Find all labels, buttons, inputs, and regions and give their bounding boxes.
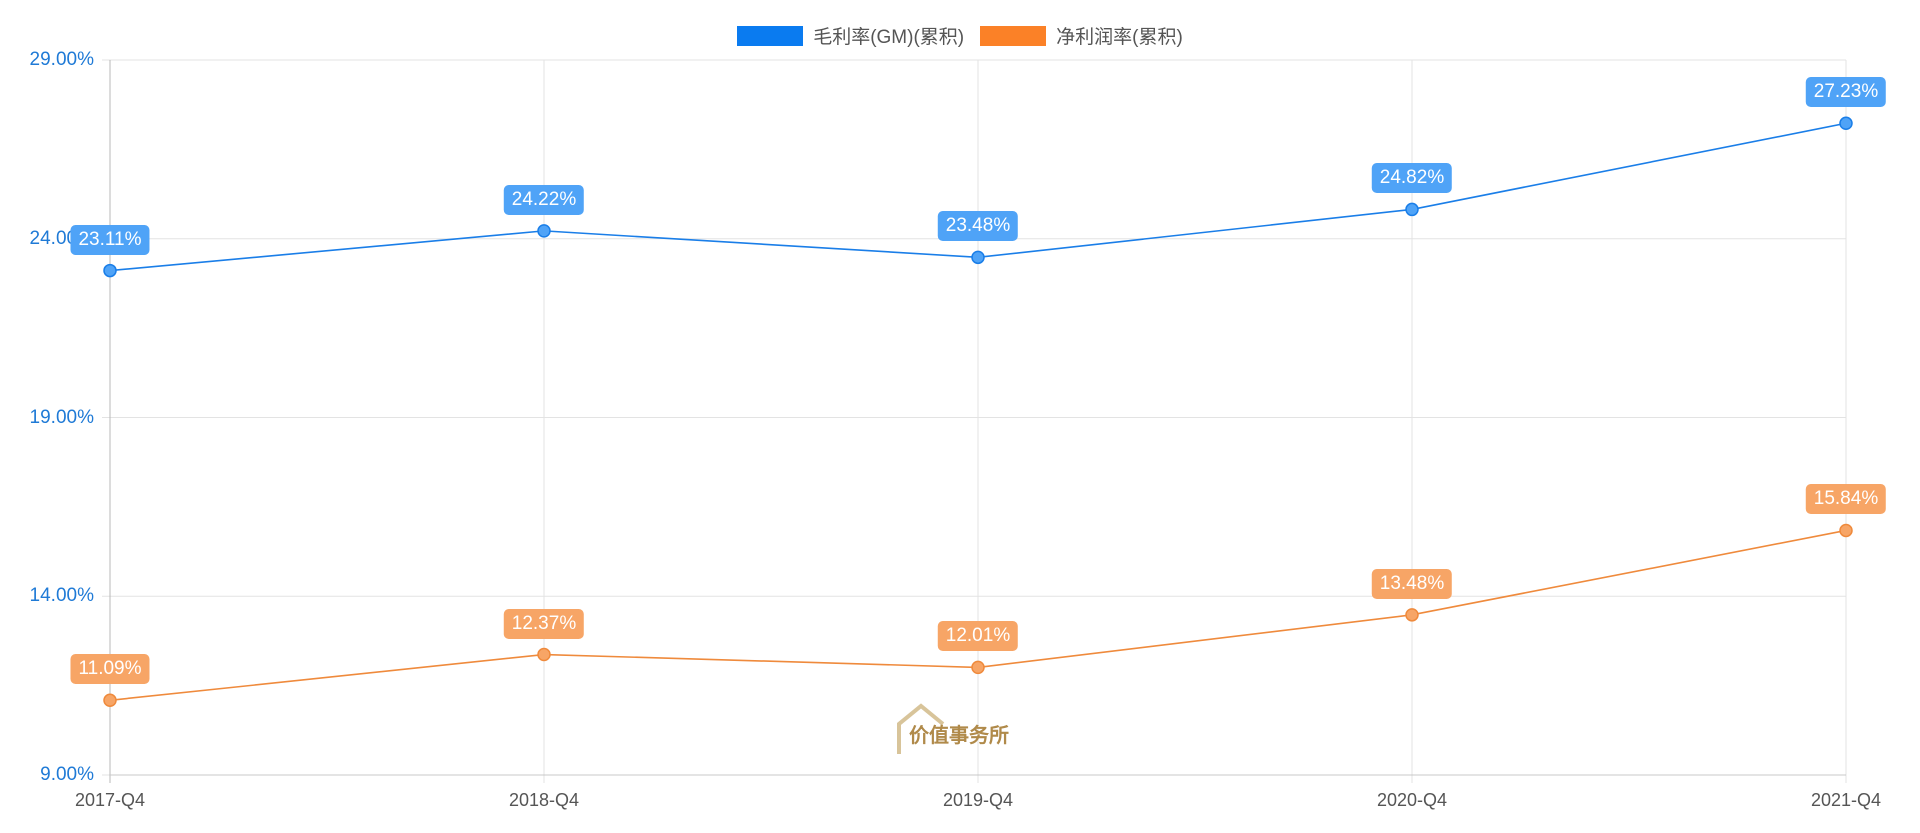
data-label: 27.23% xyxy=(1805,77,1887,108)
data-label: 23.11% xyxy=(70,224,150,255)
x-tick-label: 2020-Q4 xyxy=(1376,790,1448,810)
data-label: 11.09% xyxy=(70,654,150,685)
svg-text:价值事务所: 价值事务所 xyxy=(909,723,1009,747)
data-label: 12.37% xyxy=(503,608,585,639)
x-tick-label: 2019-Q4 xyxy=(942,790,1014,810)
y-tick-label: 19.00% xyxy=(29,406,94,428)
legend-label-gross-margin: 毛利率(GM)(累积) xyxy=(813,27,965,48)
chart-legend: 毛利率(GM)(累积) 净利润率(累积) xyxy=(0,22,1920,49)
data-point[interactable] xyxy=(1405,202,1419,217)
legend-item-net-margin[interactable]: 净利润率(累积) xyxy=(980,22,1183,49)
data-label: 13.48% xyxy=(1371,568,1453,599)
data-point[interactable] xyxy=(1839,523,1853,538)
data-point[interactable] xyxy=(971,660,985,675)
legend-label-net-margin: 净利润率(累积) xyxy=(1056,27,1183,48)
data-point[interactable] xyxy=(103,693,117,708)
data-label: 24.82% xyxy=(1371,163,1453,194)
y-tick-label: 9.00% xyxy=(40,764,94,785)
data-label: 24.22% xyxy=(503,184,585,215)
legend-swatch-net-margin xyxy=(980,25,1047,46)
data-point[interactable] xyxy=(537,224,551,238)
data-label: 12.01% xyxy=(937,621,1019,652)
legend-swatch-gross-margin xyxy=(737,25,804,46)
x-tick-label: 2021-Q4 xyxy=(1810,790,1882,810)
data-label: 23.48% xyxy=(937,211,1019,242)
watermark-logo: 价值事务所 xyxy=(895,702,1025,762)
data-point[interactable] xyxy=(1839,116,1853,131)
data-point[interactable] xyxy=(1405,608,1419,622)
data-point[interactable] xyxy=(537,647,551,662)
x-tick-label: 2018-Q4 xyxy=(508,790,580,810)
legend-item-gross-margin[interactable]: 毛利率(GM)(累积) xyxy=(737,22,964,49)
data-label: 15.84% xyxy=(1805,484,1887,515)
y-tick-label: 29.00% xyxy=(29,49,94,70)
y-tick-label: 14.00% xyxy=(29,585,94,607)
house-icon: 价值事务所 xyxy=(897,703,1009,754)
data-point[interactable] xyxy=(103,263,117,278)
x-tick-label: 2017-Q4 xyxy=(74,790,146,810)
data-point[interactable] xyxy=(971,250,985,265)
